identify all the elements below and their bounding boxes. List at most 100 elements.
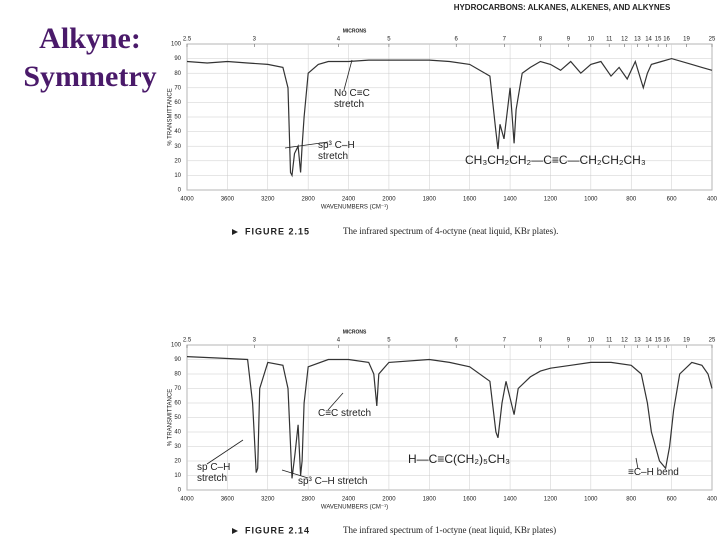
page-header: HYDROCARBONS: ALKANES, ALKENES, AND ALKY… bbox=[454, 3, 671, 12]
spectrum-line bbox=[186, 57, 713, 178]
x-tick-label: 1400 bbox=[503, 197, 517, 203]
y-tick-label: 40 bbox=[174, 129, 181, 135]
x-tick-label: 400 bbox=[707, 497, 718, 503]
annotation-arrow bbox=[343, 59, 353, 91]
x-tick-label: 3200 bbox=[261, 197, 275, 203]
x-tick-label: 3600 bbox=[221, 197, 235, 203]
annotation-arrow bbox=[284, 141, 329, 149]
top-tick-label: 5 bbox=[387, 338, 391, 344]
top-tick-label: 11 bbox=[606, 338, 613, 344]
y-tick-label: 80 bbox=[174, 372, 181, 378]
y-tick-label: 60 bbox=[174, 100, 181, 106]
slide-title: Alkyne: Symmetry bbox=[23, 22, 157, 93]
y-tick-label: 50 bbox=[174, 115, 181, 121]
y-tick-label: 90 bbox=[174, 56, 181, 62]
x-tick-label: 800 bbox=[626, 197, 637, 203]
x-tick-label: 1200 bbox=[544, 497, 558, 503]
x-tick-label: 1200 bbox=[544, 197, 558, 203]
top-tick-label: 15 bbox=[655, 338, 662, 344]
x-tick-label: 4000 bbox=[180, 197, 194, 203]
y-tick-label: 100 bbox=[171, 42, 182, 48]
top-tick-label: 25 bbox=[709, 338, 716, 344]
y-tick-label: 30 bbox=[174, 144, 181, 150]
x-tick-label: 2000 bbox=[382, 497, 396, 503]
x-tick-label: 600 bbox=[667, 197, 678, 203]
caption-arrow bbox=[232, 528, 238, 534]
top-tick-label: 15 bbox=[655, 37, 662, 43]
x-tick-label: 4000 bbox=[180, 497, 194, 503]
top-tick-label: 3 bbox=[253, 37, 257, 43]
top-tick-label: 2.5 bbox=[183, 338, 192, 344]
top-tick-label: 9 bbox=[567, 338, 571, 344]
x-tick-label: 2800 bbox=[301, 197, 315, 203]
y-tick-label: 80 bbox=[174, 71, 181, 77]
spectrum-line bbox=[186, 356, 713, 479]
annotation: sp C–H stretch bbox=[197, 462, 231, 484]
annotation: sp³ C–H stretch bbox=[318, 140, 355, 162]
annotation: H—C≡C(CH₂)₅CH₃ bbox=[408, 452, 511, 466]
x-tick-label: 1800 bbox=[423, 197, 437, 203]
y-tick-label: 0 bbox=[178, 188, 182, 194]
top-tick-label: 14 bbox=[645, 37, 652, 43]
x-tick-label: 1800 bbox=[423, 497, 437, 503]
y-tick-label: 20 bbox=[174, 158, 181, 164]
x-tick-label: 1000 bbox=[584, 197, 598, 203]
top-tick-label: 19 bbox=[683, 37, 690, 43]
top-tick-label: 25 bbox=[709, 37, 716, 43]
top-tick-label: 16 bbox=[663, 37, 670, 43]
caption: The infrared spectrum of 4-octyne (neat … bbox=[343, 226, 558, 236]
annotation-arrow bbox=[281, 469, 309, 479]
top-tick-label: 19 bbox=[683, 338, 690, 344]
y-tick-label: 70 bbox=[174, 386, 181, 392]
x-tick-label: 600 bbox=[667, 497, 678, 503]
top-tick-label: 9 bbox=[567, 37, 571, 43]
annotation: C≡C stretch bbox=[318, 408, 372, 419]
caption-label: FIGURE 2.14 bbox=[245, 525, 310, 535]
x-tick-label: 1600 bbox=[463, 497, 477, 503]
x-tick-label: 2400 bbox=[342, 497, 356, 503]
top-tick-label: 7 bbox=[503, 37, 507, 43]
annotation-arrow bbox=[206, 439, 244, 465]
y-tick-label: 10 bbox=[174, 173, 181, 179]
y-axis-label: % TRANSMITTANCE bbox=[168, 88, 174, 145]
y-tick-label: 40 bbox=[174, 430, 181, 436]
annotation: No C≡C stretch bbox=[334, 88, 370, 110]
x-axis-label: WAVENUMBERS (CM⁻¹) bbox=[321, 505, 388, 511]
y-axis-label: % TRANSMITTANCE bbox=[168, 389, 174, 446]
annotation: ≡C–H bend bbox=[628, 467, 679, 478]
top-tick-label: 8 bbox=[539, 37, 543, 43]
y-tick-label: 20 bbox=[174, 459, 181, 465]
x-tick-label: 1600 bbox=[463, 197, 477, 203]
x-tick-label: 1000 bbox=[584, 497, 598, 503]
x-tick-label: 2000 bbox=[382, 197, 396, 203]
top-tick-label: 3 bbox=[253, 338, 257, 344]
y-tick-label: 90 bbox=[174, 357, 181, 363]
top-tick-label: 10 bbox=[588, 338, 595, 344]
caption: The infrared spectrum of 1-octyne (neat … bbox=[343, 525, 556, 535]
y-tick-label: 10 bbox=[174, 473, 181, 479]
top-tick-label: 4 bbox=[337, 338, 341, 344]
x-tick-label: 2400 bbox=[342, 197, 356, 203]
top-tick-label: 12 bbox=[621, 338, 628, 344]
top-tick-label: 8 bbox=[539, 338, 543, 344]
y-tick-label: 100 bbox=[171, 343, 182, 349]
top-tick-label: 13 bbox=[634, 37, 641, 43]
caption-arrow bbox=[232, 229, 238, 235]
annotation-arrow bbox=[327, 392, 344, 411]
y-tick-label: 50 bbox=[174, 415, 181, 421]
x-tick-label: 2800 bbox=[301, 497, 315, 503]
y-tick-label: 30 bbox=[174, 444, 181, 450]
annotation: CH₃CH₂CH₂—C≡C—CH₂CH₂CH₃ bbox=[465, 153, 646, 167]
x-tick-label: 1400 bbox=[503, 497, 517, 503]
x-tick-label: 3200 bbox=[261, 497, 275, 503]
top-axis-label: MICRONS bbox=[343, 329, 367, 335]
top-tick-label: 6 bbox=[455, 37, 459, 43]
top-tick-label: 7 bbox=[503, 338, 507, 344]
y-tick-label: 60 bbox=[174, 401, 181, 407]
top-tick-label: 6 bbox=[455, 338, 459, 344]
caption-label: FIGURE 2.15 bbox=[245, 226, 310, 236]
y-tick-label: 70 bbox=[174, 85, 181, 91]
annotation-arrow bbox=[635, 457, 639, 470]
